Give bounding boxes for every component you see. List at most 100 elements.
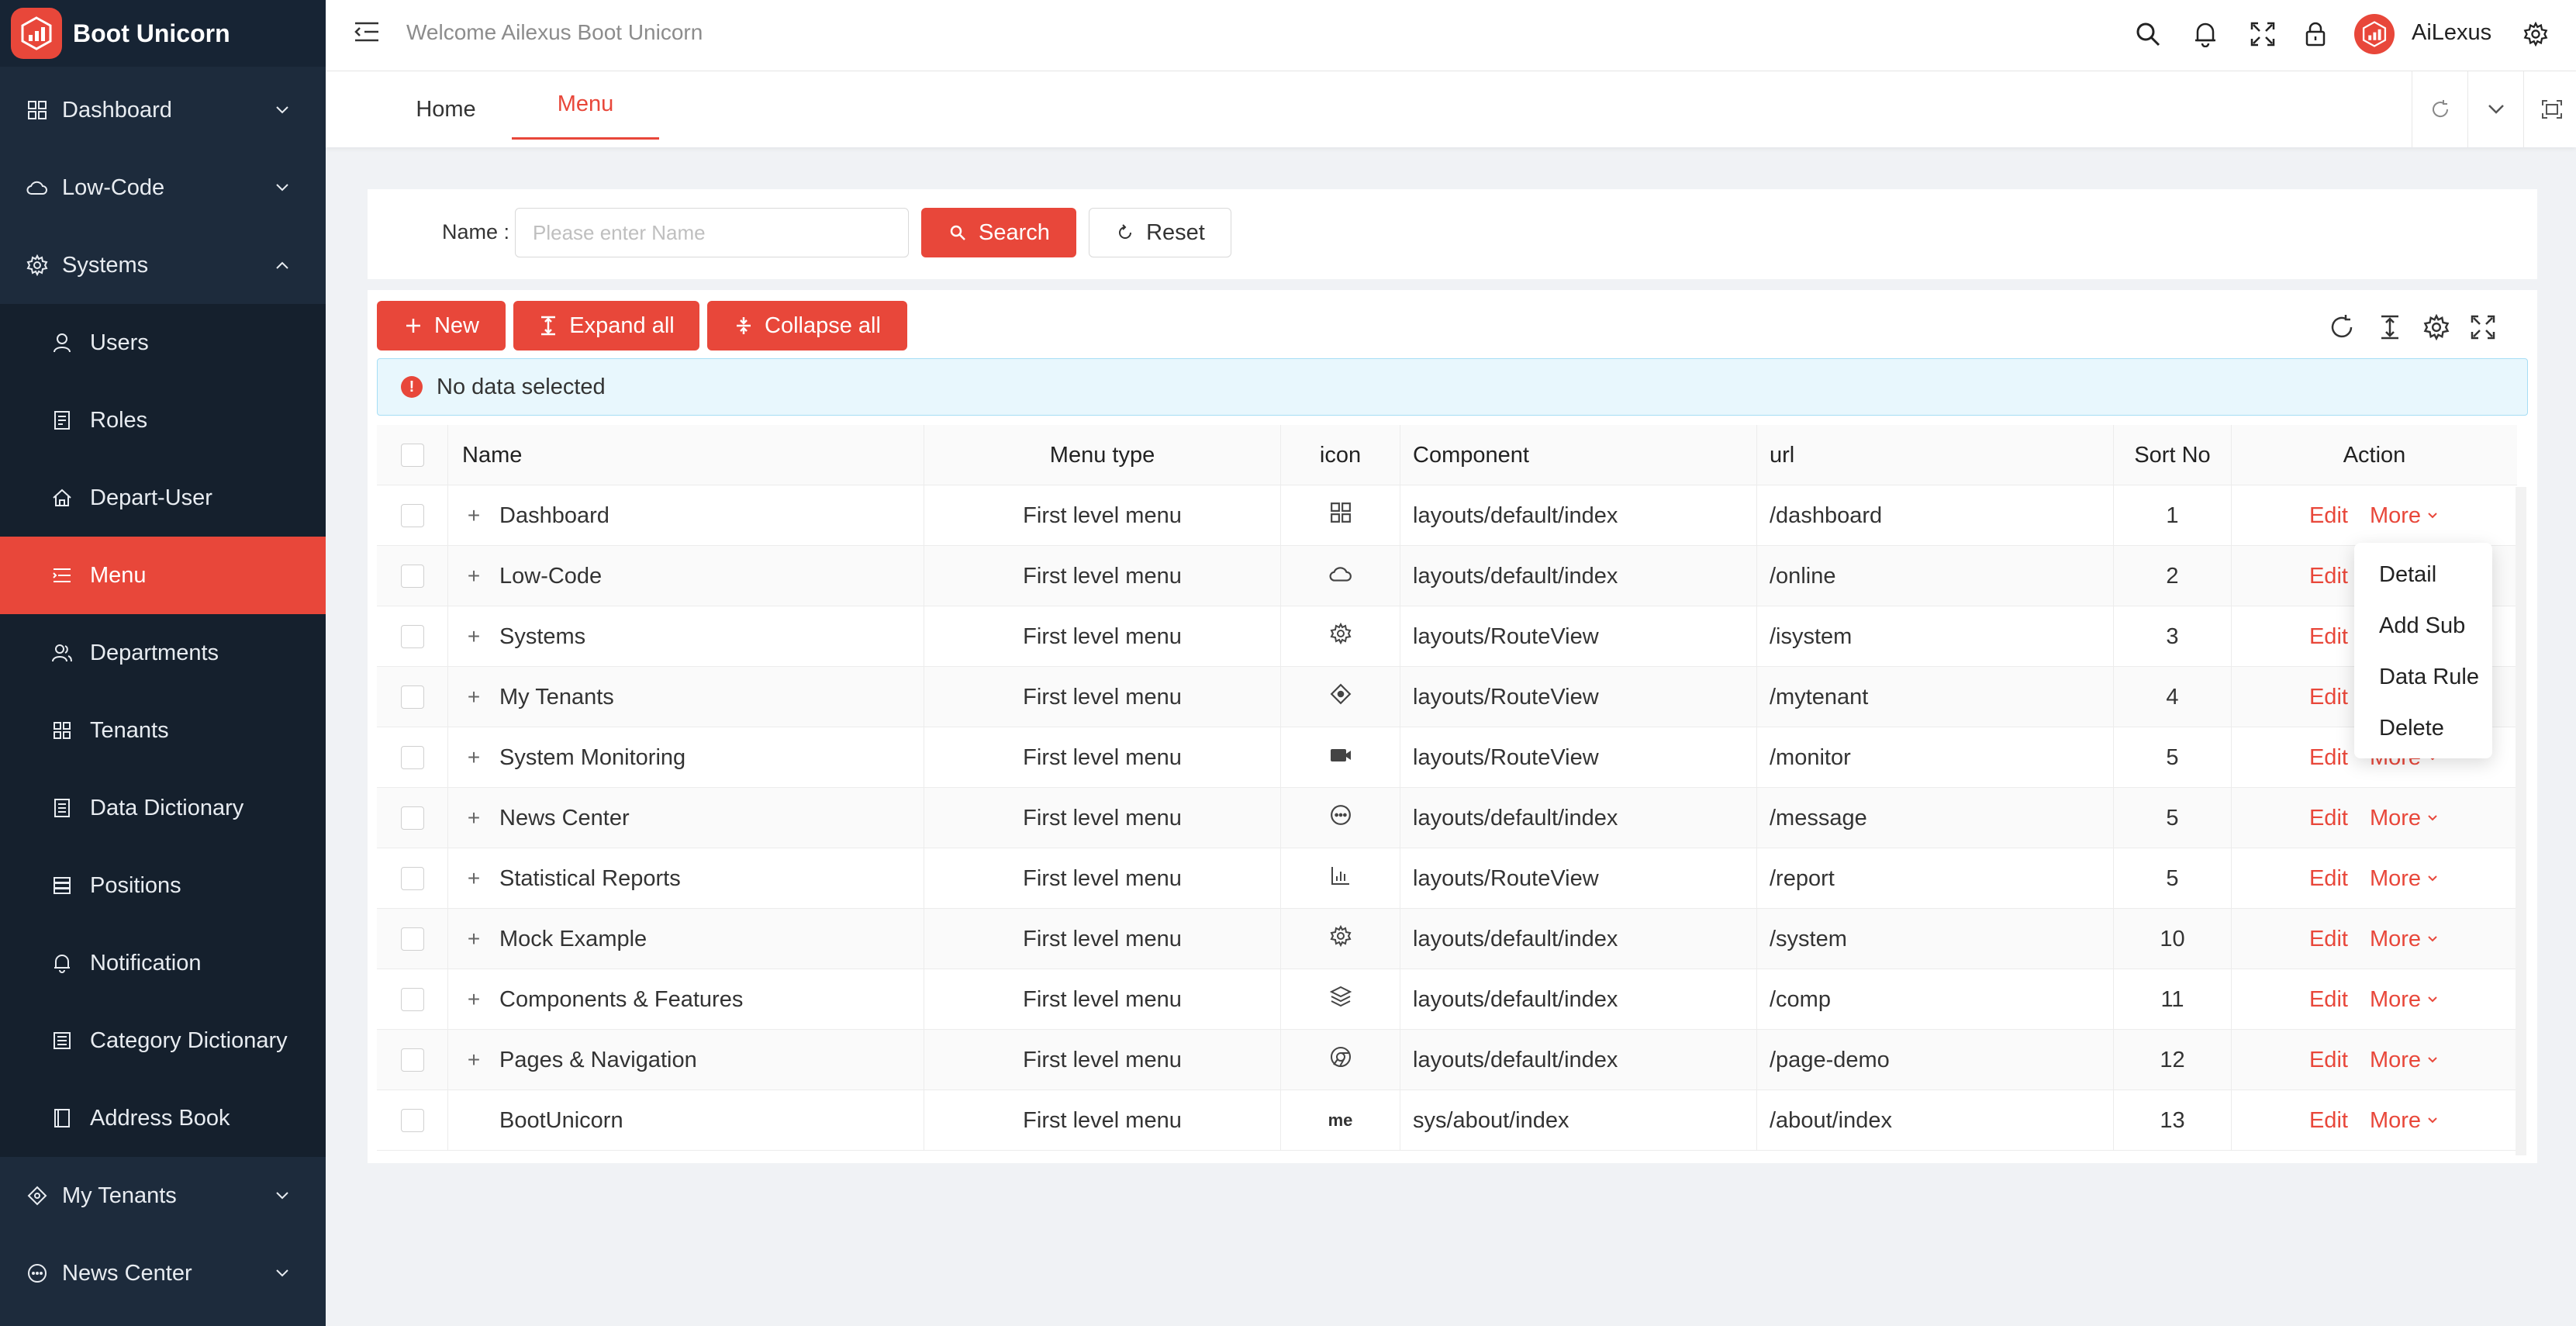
expand-icon[interactable] [2523,71,2576,147]
sidebar-item-news-center[interactable]: News Center [0,1234,326,1312]
more-link[interactable]: More [2370,1048,2440,1073]
expand-plus-icon[interactable]: + [467,503,481,527]
sidebar-item-category-dictionary[interactable]: Category Dictionary [0,1002,326,1079]
gear-icon[interactable] [2520,19,2551,50]
expand-all-button[interactable]: Expand all [513,301,699,350]
sidebar-item-low-code[interactable]: Low-Code [0,149,326,226]
more-link[interactable]: More [2370,1108,2440,1134]
table-row[interactable]: + Components & Features First level menu la… [377,969,2517,1030]
search-button[interactable]: Search [921,208,1076,257]
edit-link[interactable]: Edit [2308,744,2348,770]
expand-plus-icon[interactable]: + [467,927,481,951]
expand-plus-icon[interactable]: + [467,745,481,769]
edit-link[interactable]: Edit [2308,684,2348,710]
row-checkbox[interactable] [400,685,424,709]
bell-icon[interactable] [2190,19,2221,50]
select-all-checkbox[interactable] [400,444,424,467]
sidebar-item-systems[interactable]: Systems [0,226,326,304]
sidebar-item-tenants[interactable]: Tenants [0,692,326,769]
row-checkbox[interactable] [400,988,424,1011]
collapse-all-button[interactable]: Collapse all [707,301,907,350]
table-row[interactable]: + Dashboard First level menu layouts/defaul… [377,485,2517,546]
edit-link[interactable]: Edit [2308,865,2348,891]
edit-link[interactable]: Edit [2308,926,2348,951]
edit-link[interactable]: Edit [2308,805,2348,830]
edit-link[interactable]: Edit [2308,502,2348,528]
edit-link[interactable]: Edit [2308,563,2348,589]
sidebar-item-roles[interactable]: Roles [0,382,326,459]
avatar[interactable] [2354,14,2395,54]
table-row[interactable]: + Statistical Reports First level menu layo… [377,848,2517,909]
tab-home[interactable]: Home [416,96,476,122]
more-link[interactable]: More [2370,503,2440,529]
row-checkbox[interactable] [400,927,424,951]
menu-item-delete[interactable]: Delete [2379,715,2444,741]
reset-button[interactable]: Reset [1089,208,1231,257]
setting-icon[interactable] [2421,312,2452,343]
more-link[interactable]: More [2370,927,2440,952]
expand-plus-icon[interactable]: + [467,806,481,830]
lock-icon[interactable] [2300,19,2331,50]
name-search-input[interactable] [515,208,909,257]
more-link[interactable]: More [2370,806,2440,831]
expand-plus-icon[interactable]: + [467,866,481,890]
expand-plus-icon[interactable]: + [467,987,481,1011]
header-url[interactable]: url [1757,425,2114,485]
edit-link[interactable]: Edit [2308,1107,2348,1133]
sidebar-item-my-tenants[interactable]: My Tenants [0,1157,326,1234]
table-row[interactable]: + My Tenants First level menu layouts/Route… [377,667,2517,727]
column-height-icon[interactable] [2374,312,2405,343]
row-checkbox[interactable] [400,746,424,769]
header-menu-type[interactable]: Menu type [924,425,1281,485]
row-checkbox[interactable] [400,1109,424,1132]
tab-menu[interactable]: Menu [512,71,659,140]
expand-plus-icon[interactable]: + [467,1048,481,1072]
edit-link[interactable]: Edit [2308,986,2348,1012]
row-checkbox[interactable] [400,806,424,830]
menu-item-data-rule[interactable]: Data Rule [2379,664,2479,689]
sidebar-item-menu[interactable]: Menu [0,537,326,614]
row-checkbox[interactable] [400,504,424,527]
menu-item-detail[interactable]: Detail [2379,561,2437,587]
search-icon[interactable] [2132,19,2163,50]
menu-fold-icon[interactable] [354,20,383,50]
row-checkbox[interactable] [400,625,424,648]
sidebar-item-users[interactable]: Users [0,304,326,382]
fullscreen-icon[interactable] [2247,19,2278,50]
table-row[interactable]: + Pages & Navigation First level menu layou… [377,1030,2517,1090]
header-component[interactable]: Component [1400,425,1757,485]
reload-icon[interactable] [2326,312,2357,343]
expand-plus-icon[interactable]: + [467,685,481,709]
header-name[interactable]: Name [448,425,924,485]
sidebar-item-address-book[interactable]: Address Book [0,1079,326,1157]
row-checkbox[interactable] [400,1048,424,1072]
table-scrollbar[interactable] [2516,487,2526,1155]
refresh-icon[interactable] [2412,71,2467,147]
sidebar-item-notification[interactable]: Notification [0,924,326,1002]
sidebar-item-positions[interactable]: Positions [0,847,326,924]
expand-plus-icon[interactable]: + [467,564,481,588]
menu-item-add-sub[interactable]: Add Sub [2379,613,2466,638]
more-link[interactable]: More [2370,987,2440,1013]
table-row[interactable]: + Systems First level menu layouts/RouteVie… [377,606,2517,667]
table-row[interactable]: + Low-Code First level menu layouts/default… [377,546,2517,606]
chevron-down-icon[interactable] [2467,71,2523,147]
header-icon[interactable]: icon [1281,425,1400,485]
header-sort-no[interactable]: Sort No [2114,425,2232,485]
sidebar-item-departments[interactable]: Departments [0,614,326,692]
row-checkbox[interactable] [400,565,424,588]
logo[interactable]: Boot Unicorn [0,0,326,67]
expand-plus-icon[interactable]: + [467,624,481,648]
user-name[interactable]: AiLexus [2412,20,2492,45]
sidebar-item-data-dictionary[interactable]: Data Dictionary [0,769,326,847]
new-button[interactable]: New [377,301,506,350]
fullscreen-icon[interactable] [2467,312,2498,343]
edit-link[interactable]: Edit [2308,623,2348,649]
table-row[interactable]: + Mock Example First level menu layouts/def… [377,909,2517,969]
table-row[interactable]: + System Monitoring First level menu layout… [377,727,2517,788]
sidebar-item-dashboard[interactable]: Dashboard [0,71,326,149]
edit-link[interactable]: Edit [2308,1047,2348,1072]
table-row[interactable]: + News Center First level menu layouts/defa… [377,788,2517,848]
sidebar-item-depart-user[interactable]: Depart-User [0,459,326,537]
